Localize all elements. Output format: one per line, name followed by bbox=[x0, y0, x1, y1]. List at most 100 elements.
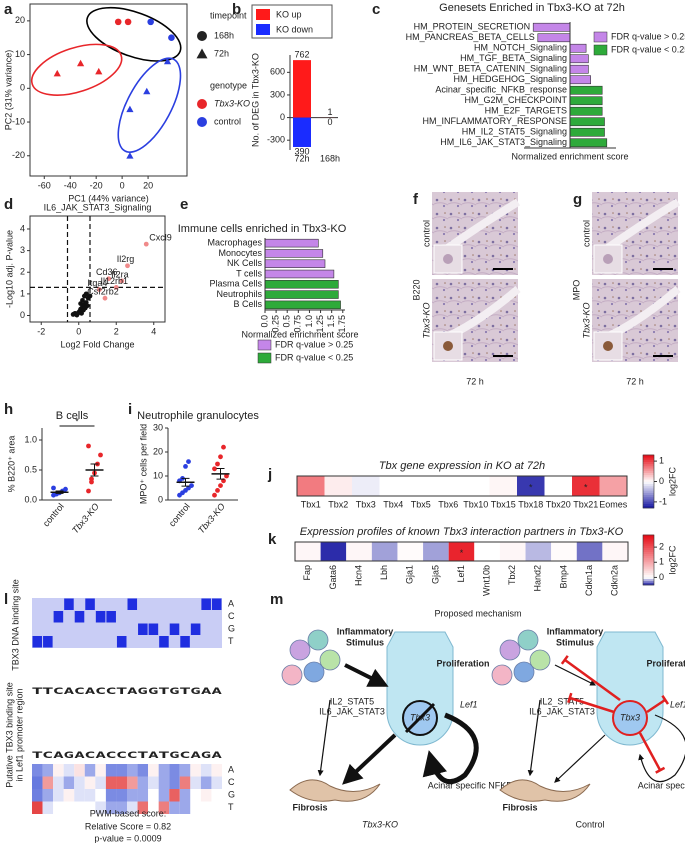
x-tick-label: Lbh bbox=[379, 565, 389, 580]
row-label: G bbox=[228, 624, 235, 634]
pwm-cell bbox=[105, 789, 117, 802]
bottom-label: Putative TBX3 binding site bbox=[4, 682, 14, 787]
point-label: Il12rb1 bbox=[100, 276, 128, 286]
logo-letter: A bbox=[212, 687, 222, 697]
logo-letter: G bbox=[201, 751, 211, 761]
colorbar-step bbox=[643, 557, 654, 561]
bar bbox=[569, 43, 587, 53]
row-label: T bbox=[228, 636, 234, 646]
bar bbox=[264, 259, 326, 268]
category-label: HM_E2F_TARGETS bbox=[485, 106, 567, 116]
legend-title: timepoint bbox=[210, 10, 247, 20]
legend-label: 168h bbox=[214, 30, 234, 40]
chart-title: Tbx gene expression in KO at 72h bbox=[379, 460, 545, 472]
row-label: A bbox=[228, 765, 234, 775]
category-label: Monocytes bbox=[218, 248, 262, 258]
logo-letter: T bbox=[43, 687, 54, 697]
heatmap-cell bbox=[489, 476, 517, 496]
inset-cell bbox=[603, 341, 613, 351]
colorbar-tick-label: 2 bbox=[659, 541, 664, 551]
point bbox=[221, 444, 226, 450]
legend-swatch bbox=[593, 44, 608, 56]
onehot-cell bbox=[106, 611, 116, 623]
logo-letter: T bbox=[180, 687, 191, 697]
point bbox=[212, 492, 217, 498]
bar bbox=[569, 138, 608, 148]
inset-cell bbox=[443, 341, 453, 351]
time-label: 72 h bbox=[626, 376, 644, 386]
point bbox=[147, 18, 154, 26]
pwm-cell bbox=[137, 764, 149, 777]
point bbox=[124, 18, 132, 26]
immune-cell bbox=[529, 649, 551, 671]
colorbar-step bbox=[643, 467, 654, 471]
colorbar-step bbox=[643, 501, 654, 504]
arrow bbox=[554, 664, 597, 686]
pwm-cell bbox=[137, 801, 149, 814]
logo-letter: A bbox=[64, 687, 74, 697]
pwm-cell bbox=[148, 764, 159, 777]
pwm-cell bbox=[190, 764, 201, 777]
stimulus-label: Stimulus bbox=[346, 637, 384, 647]
pwm-cell bbox=[32, 801, 43, 814]
heatmap-cell bbox=[572, 476, 600, 496]
onehot-cell bbox=[159, 636, 169, 648]
chart-title: Expression profiles of known Tbx3 intera… bbox=[300, 526, 624, 538]
error-bar bbox=[90, 463, 99, 477]
point bbox=[77, 59, 85, 67]
heatmap-cell bbox=[517, 476, 545, 496]
x-tick-label: 1.25 bbox=[315, 315, 325, 333]
pwm-cell bbox=[32, 764, 43, 777]
colorbar-step bbox=[643, 483, 654, 487]
x-tick-label: 0.0 bbox=[259, 315, 269, 328]
legend-swatch bbox=[593, 31, 608, 43]
pathway-label: IL6_JAK_STAT3 bbox=[529, 706, 595, 716]
pwm-cell bbox=[190, 789, 201, 802]
x-tick-label: -60 bbox=[38, 180, 51, 190]
logo-letter: T bbox=[117, 687, 128, 697]
heatmap-cell bbox=[474, 542, 500, 561]
onehot-cell bbox=[85, 598, 95, 610]
onehot-cell bbox=[43, 636, 53, 648]
colorbar-step bbox=[643, 496, 654, 500]
colorbar-step bbox=[643, 476, 654, 480]
category-label: HM_IL6_JAK_STAT3_Signaling bbox=[440, 137, 567, 147]
pwm-cell bbox=[63, 776, 75, 789]
pwm-cell bbox=[190, 801, 201, 814]
score-p-value: p-value = 0.0009 bbox=[94, 833, 161, 843]
x-tick-label: Fap bbox=[302, 565, 312, 581]
x-tick-label: Tbx2 bbox=[507, 565, 517, 585]
y-tick-label: 300 bbox=[270, 89, 285, 99]
colorbar-step bbox=[643, 570, 654, 573]
logo-letter: A bbox=[96, 751, 106, 761]
colorbar-step bbox=[643, 454, 654, 458]
cell-label: * bbox=[529, 482, 533, 492]
logo-letter: C bbox=[106, 751, 117, 761]
heatmap-cell bbox=[434, 476, 462, 496]
pwm-cell bbox=[42, 789, 54, 802]
point bbox=[113, 284, 119, 290]
colorbar-step bbox=[643, 498, 654, 502]
x-tick-label: 0 bbox=[120, 180, 125, 190]
bar bbox=[569, 85, 603, 95]
logo-letter: A bbox=[191, 751, 201, 761]
colorbar-step bbox=[643, 545, 654, 548]
legend-label: FDR q-value < 0.25 bbox=[611, 44, 685, 54]
colorbar-step bbox=[643, 576, 654, 580]
onehot-cell bbox=[211, 598, 222, 610]
heatmap-cell bbox=[320, 542, 347, 561]
colorbar-frame bbox=[642, 534, 655, 586]
pwm-cell bbox=[95, 801, 106, 814]
immune-cell bbox=[303, 661, 325, 683]
diagram-title: Proposed mechanism bbox=[434, 608, 521, 618]
y-tick-label: 30 bbox=[153, 422, 163, 432]
point bbox=[83, 291, 89, 297]
immune-cell bbox=[281, 664, 303, 686]
onehot-cell bbox=[190, 623, 201, 635]
pwm-cell bbox=[158, 789, 170, 802]
y-tick-label: 1 bbox=[20, 288, 25, 298]
pwm-cell bbox=[127, 801, 138, 814]
pwm-cell bbox=[116, 789, 127, 802]
logo-letter: C bbox=[85, 751, 96, 761]
